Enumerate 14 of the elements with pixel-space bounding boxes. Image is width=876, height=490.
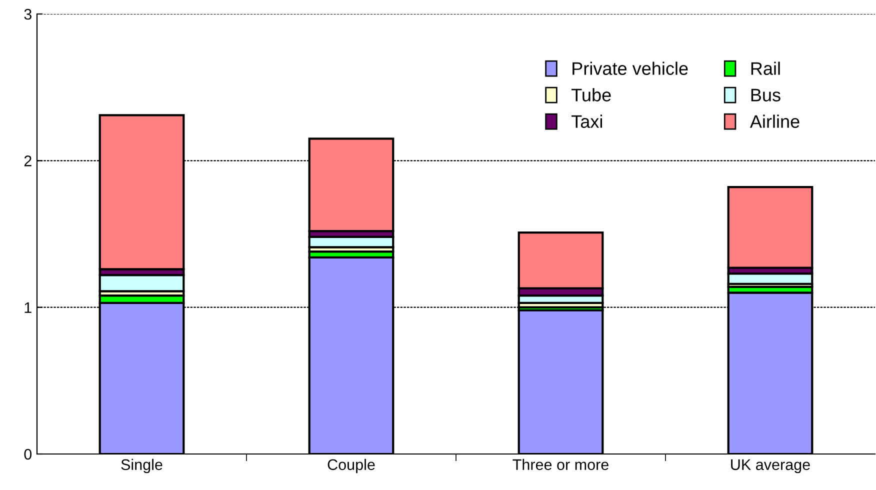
legend-label: Rail: [751, 62, 780, 75]
y-tick-label: 3: [24, 8, 32, 20]
x-tick-label: Three or more: [512, 458, 608, 470]
legend-label: Private vehicle: [572, 62, 688, 75]
legend-label: Bus: [751, 88, 780, 102]
y-tick-label: 1: [24, 302, 32, 313]
legend-label: Taxi: [572, 114, 602, 128]
y-tick-label: 0: [24, 448, 32, 460]
legend-label: Airline: [750, 114, 800, 128]
x-tick-label: UK average: [731, 459, 810, 474]
y-tick-label: 2: [24, 156, 32, 166]
x-tick-label: Single: [121, 458, 162, 474]
x-tick-label: Couple: [328, 458, 375, 474]
legend-label: Tube: [572, 88, 611, 102]
